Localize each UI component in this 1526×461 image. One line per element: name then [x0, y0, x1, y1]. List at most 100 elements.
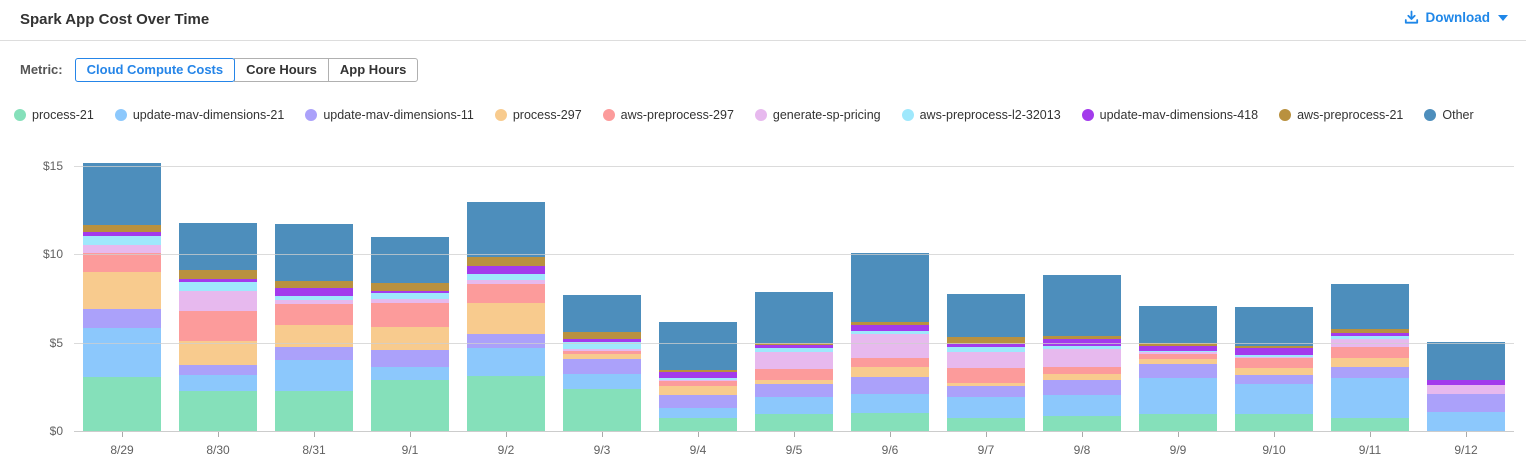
- bar-segment-update-mav-dimensions-418[interactable]: [851, 325, 929, 332]
- bar-segment-process-21[interactable]: [851, 413, 929, 431]
- bar-segment-process-297[interactable]: [1235, 368, 1313, 376]
- bar-segment-Other[interactable]: [467, 202, 545, 258]
- bar-segment-Other[interactable]: [1331, 284, 1409, 329]
- stacked-bar-8/29[interactable]: [83, 163, 161, 431]
- bar-segment-update-mav-dimensions-11[interactable]: [371, 349, 449, 367]
- bar-segment-Other[interactable]: [947, 294, 1025, 338]
- bar-segment-generate-sp-pricing[interactable]: [659, 379, 737, 381]
- bar-segment-update-mav-dimensions-418[interactable]: [755, 345, 833, 348]
- bar-segment-process-297[interactable]: [83, 272, 161, 310]
- bar-segment-process-21[interactable]: [371, 379, 449, 431]
- bar-segment-generate-sp-pricing[interactable]: [563, 348, 641, 351]
- bar-segment-aws-preprocess-297[interactable]: [563, 350, 641, 355]
- bar-segment-update-mav-dimensions-21[interactable]: [1043, 394, 1121, 416]
- bar-segment-process-297[interactable]: [659, 385, 737, 395]
- bar-segment-aws-preprocess-l2-32013[interactable]: [467, 273, 545, 280]
- bar-segment-process-297[interactable]: [275, 325, 353, 348]
- bar-segment-process-21[interactable]: [1139, 414, 1217, 431]
- bar-segment-process-297[interactable]: [563, 354, 641, 360]
- bar-segment-update-mav-dimensions-11[interactable]: [1043, 379, 1121, 395]
- bar-segment-process-297[interactable]: [371, 326, 449, 350]
- bar-segment-aws-preprocess-l2-32013[interactable]: [1139, 350, 1217, 353]
- stacked-bar-9/3[interactable]: [563, 295, 641, 431]
- stacked-bar-8/31[interactable]: [275, 224, 353, 431]
- bar-segment-aws-preprocess-l2-32013[interactable]: [755, 348, 833, 353]
- stacked-bar-9/2[interactable]: [467, 202, 545, 431]
- bar-segment-update-mav-dimensions-418[interactable]: [1427, 379, 1505, 386]
- stacked-bar-9/10[interactable]: [1235, 307, 1313, 431]
- bar-segment-process-297[interactable]: [1139, 359, 1217, 364]
- bar-segment-Other[interactable]: [83, 163, 161, 226]
- bar-segment-update-mav-dimensions-11[interactable]: [851, 377, 929, 394]
- bar-segment-update-mav-dimensions-11[interactable]: [83, 309, 161, 328]
- bar-segment-update-mav-dimensions-21[interactable]: [1331, 378, 1409, 418]
- bar-segment-aws-preprocess-21[interactable]: [659, 370, 737, 372]
- bar-segment-update-mav-dimensions-418[interactable]: [83, 232, 161, 236]
- bar-segment-aws-preprocess-297[interactable]: [467, 284, 545, 303]
- bar-segment-update-mav-dimensions-418[interactable]: [1331, 333, 1409, 336]
- bar-segment-update-mav-dimensions-418[interactable]: [947, 343, 1025, 348]
- bar-segment-update-mav-dimensions-11[interactable]: [1331, 367, 1409, 378]
- bar-segment-aws-preprocess-297[interactable]: [275, 303, 353, 326]
- bar-segment-process-297[interactable]: [851, 367, 929, 378]
- bar-segment-update-mav-dimensions-21[interactable]: [467, 347, 545, 377]
- bar-segment-process-297[interactable]: [755, 379, 833, 385]
- bar-segment-generate-sp-pricing[interactable]: [1427, 385, 1505, 394]
- bar-segment-update-mav-dimensions-11[interactable]: [947, 385, 1025, 397]
- bar-segment-aws-preprocess-297[interactable]: [947, 368, 1025, 384]
- bar-segment-generate-sp-pricing[interactable]: [371, 298, 449, 303]
- bar-segment-process-21[interactable]: [755, 414, 833, 431]
- bar-segment-Other[interactable]: [371, 236, 449, 283]
- bar-segment-aws-preprocess-l2-32013[interactable]: [1331, 335, 1409, 340]
- bar-segment-update-mav-dimensions-11[interactable]: [1235, 375, 1313, 385]
- bar-segment-Other[interactable]: [851, 252, 929, 322]
- bar-segment-update-mav-dimensions-21[interactable]: [1235, 384, 1313, 415]
- bar-segment-update-mav-dimensions-21[interactable]: [755, 397, 833, 415]
- stacked-bar-8/30[interactable]: [179, 222, 257, 431]
- bar-segment-generate-sp-pricing[interactable]: [755, 352, 833, 370]
- bar-segment-update-mav-dimensions-21[interactable]: [659, 408, 737, 418]
- bar-segment-update-mav-dimensions-418[interactable]: [371, 290, 449, 294]
- bar-segment-aws-preprocess-l2-32013[interactable]: [179, 281, 257, 291]
- bar-segment-process-21[interactable]: [1235, 414, 1313, 431]
- bar-segment-aws-preprocess-297[interactable]: [179, 310, 257, 341]
- bar-segment-Other[interactable]: [659, 321, 737, 371]
- bar-segment-update-mav-dimensions-21[interactable]: [947, 396, 1025, 418]
- stacked-bar-9/5[interactable]: [755, 292, 833, 431]
- bar-segment-update-mav-dimensions-418[interactable]: [1139, 346, 1217, 351]
- bar-segment-aws-preprocess-297[interactable]: [83, 253, 161, 273]
- bar-segment-Other[interactable]: [1139, 305, 1217, 343]
- bar-segment-Other[interactable]: [755, 292, 833, 343]
- bar-segment-aws-preprocess-297[interactable]: [1331, 347, 1409, 358]
- bar-segment-update-mav-dimensions-21[interactable]: [371, 366, 449, 380]
- stacked-bar-9/8[interactable]: [1043, 274, 1121, 431]
- bar-segment-process-21[interactable]: [563, 388, 641, 431]
- bar-segment-update-mav-dimensions-11[interactable]: [179, 364, 257, 376]
- bar-segment-update-mav-dimensions-21[interactable]: [83, 327, 161, 378]
- stacked-bar-9/1[interactable]: [371, 236, 449, 431]
- bar-segment-Other[interactable]: [275, 224, 353, 281]
- legend-item-update-mav-dimensions-21[interactable]: update-mav-dimensions-21: [114, 108, 284, 122]
- bar-segment-update-mav-dimensions-418[interactable]: [563, 339, 641, 342]
- bar-segment-aws-preprocess-21[interactable]: [1235, 346, 1313, 348]
- bar-segment-aws-preprocess-l2-32013[interactable]: [275, 295, 353, 301]
- bar-segment-process-21[interactable]: [275, 391, 353, 431]
- bar-segment-aws-preprocess-21[interactable]: [947, 337, 1025, 344]
- bar-segment-update-mav-dimensions-21[interactable]: [851, 393, 929, 414]
- bar-segment-process-297[interactable]: [1331, 357, 1409, 368]
- bar-segment-update-mav-dimensions-418[interactable]: [179, 279, 257, 282]
- bar-segment-update-mav-dimensions-21[interactable]: [563, 374, 641, 389]
- bar-segment-update-mav-dimensions-21[interactable]: [1139, 378, 1217, 415]
- stacked-bar-9/9[interactable]: [1139, 305, 1217, 431]
- bar-segment-process-297[interactable]: [947, 383, 1025, 386]
- legend-item-process-21[interactable]: process-21: [14, 108, 94, 122]
- bar-segment-process-21[interactable]: [659, 417, 737, 431]
- bar-segment-aws-preprocess-l2-32013[interactable]: [1043, 346, 1121, 349]
- stacked-bar-9/7[interactable]: [947, 294, 1025, 431]
- bar-segment-process-297[interactable]: [467, 302, 545, 334]
- bar-segment-aws-preprocess-297[interactable]: [755, 369, 833, 380]
- metric-option-cloud-compute-costs[interactable]: Cloud Compute Costs: [74, 57, 236, 82]
- bar-segment-aws-preprocess-21[interactable]: [563, 332, 641, 340]
- bar-segment-aws-preprocess-l2-32013[interactable]: [659, 378, 737, 380]
- bar-segment-update-mav-dimensions-11[interactable]: [1139, 363, 1217, 379]
